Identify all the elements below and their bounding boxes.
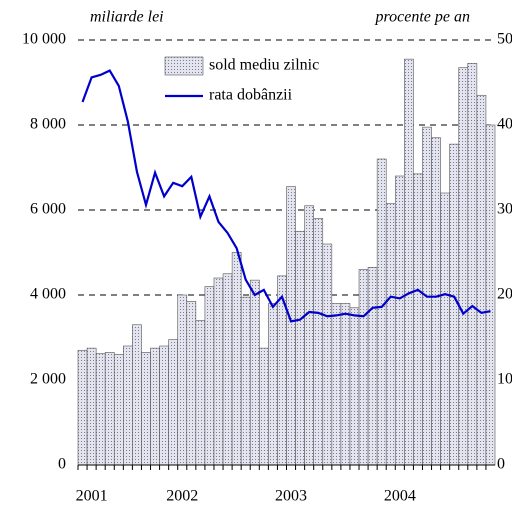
- x-tick-label: 2003: [275, 488, 307, 505]
- y-tick-label: 8 000: [30, 116, 66, 133]
- y-tick-label: 2 000: [30, 371, 66, 388]
- bar: [132, 324, 142, 466]
- y2-tick-label: 30: [497, 201, 512, 218]
- bar: [104, 352, 115, 466]
- y-tick-label: 6 000: [30, 201, 66, 218]
- legend-swatch: [164, 56, 204, 76]
- bar: [222, 273, 233, 466]
- bar: [385, 203, 396, 466]
- bar: [204, 286, 215, 466]
- bar: [123, 345, 133, 466]
- bar: [322, 243, 333, 466]
- y-tick-label: 4 000: [30, 286, 66, 303]
- bar: [186, 301, 197, 466]
- bar: [440, 192, 450, 466]
- bar: [268, 303, 278, 466]
- bar: [485, 124, 496, 466]
- bar: [141, 352, 151, 466]
- x-tick-label: 2004: [384, 488, 416, 505]
- bar: [295, 230, 305, 466]
- y-axis-label: miliarde lei: [90, 9, 164, 26]
- x-tick-label: 2001: [76, 488, 108, 505]
- bar: [86, 347, 97, 466]
- bar: [259, 347, 269, 466]
- line: [81, 69, 491, 323]
- y2-tick-label: 20: [497, 286, 512, 303]
- bar: [458, 67, 469, 466]
- y2-tick-label: 10: [497, 371, 512, 388]
- bar: [376, 158, 387, 466]
- bar: [367, 267, 378, 466]
- bar: [340, 303, 351, 466]
- bar: [95, 353, 106, 466]
- y2-tick-label: 40: [497, 116, 512, 133]
- bar: [394, 175, 405, 466]
- bar: [159, 345, 169, 466]
- bar: [231, 252, 242, 466]
- legend-label: rata dobânzii: [209, 87, 293, 104]
- bar: [77, 349, 88, 466]
- y2-axis-label: procente pe an: [375, 9, 470, 26]
- y-tick-label: 10 000: [22, 31, 66, 48]
- bar: [113, 354, 124, 466]
- bar: [168, 339, 179, 466]
- bar: [413, 173, 423, 466]
- bar: [304, 205, 314, 466]
- y2-tick-label: 50: [497, 31, 512, 48]
- bar: [431, 137, 441, 466]
- y2-tick-label: 0: [497, 456, 505, 473]
- legend-label: sold mediu zilnic: [209, 57, 319, 74]
- bar: [240, 296, 251, 466]
- bar: [313, 218, 324, 466]
- bar: [404, 58, 414, 466]
- bar: [213, 277, 224, 466]
- bar: [195, 320, 206, 466]
- bar: [249, 279, 260, 466]
- bar: [331, 303, 342, 466]
- bar: [150, 347, 160, 466]
- x-tick-label: 2002: [166, 488, 198, 505]
- bar: [358, 269, 369, 466]
- y-tick-label: 0: [58, 456, 66, 473]
- bar: [467, 63, 478, 466]
- bar: [286, 186, 296, 466]
- bar: [349, 307, 360, 466]
- bar: [177, 294, 188, 466]
- bar: [476, 94, 487, 466]
